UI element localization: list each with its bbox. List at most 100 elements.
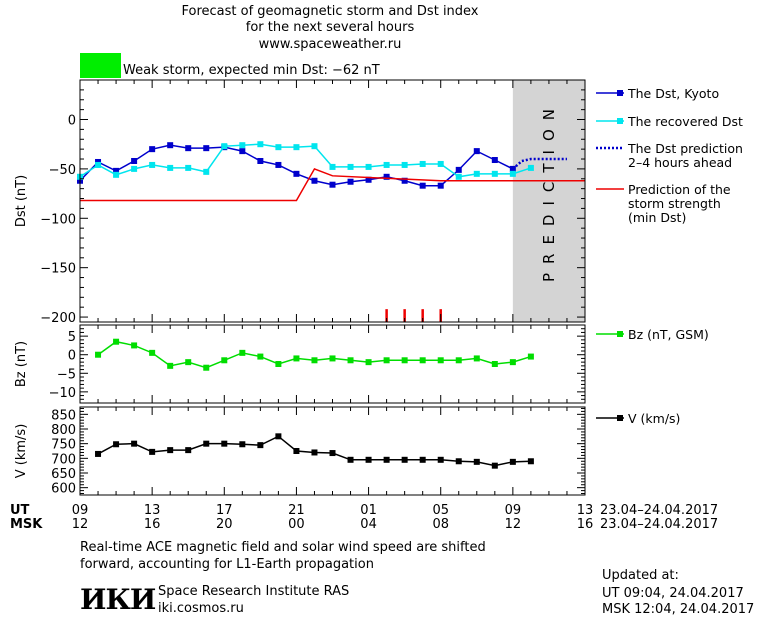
dst-y-tick-label: 0 — [68, 114, 76, 129]
data-point-the-recovered-dst — [527, 164, 534, 171]
data-point-the-recovered-dst — [149, 161, 156, 168]
data-point-the-dst-kyoto — [491, 157, 498, 164]
msk-tick-label: 08 — [432, 517, 449, 532]
data-point-the-dst-kyoto — [239, 148, 246, 155]
bz-axis-label: Bz (nT) — [14, 341, 29, 387]
legend-label-the-recovered-dst: The recovered Dst — [627, 114, 743, 129]
legend-label-v-km-s: V (km/s) — [628, 411, 680, 426]
bz-y-tick-label: 0 — [68, 349, 76, 364]
data-point-v-km-s — [257, 442, 264, 449]
v-axis-label: V (km/s) — [14, 424, 29, 479]
msk-tick-label: 12 — [72, 517, 89, 532]
data-point-v-km-s — [113, 441, 120, 448]
institute-name: Space Research Institute RAS — [158, 584, 350, 599]
dst-y-tick-label: −100 — [40, 212, 76, 227]
institute-url[interactable]: iki.cosmos.ru — [158, 601, 244, 616]
data-point-the-recovered-dst — [257, 141, 264, 148]
propagation-note-line2: forward, accounting for L1-Earth propaga… — [80, 557, 374, 572]
legend-label-the-dst-kyoto: The Dst, Kyoto — [627, 86, 719, 101]
series-line-prediction-of-the — [80, 167, 585, 202]
legend-label-prediction-of-the: Prediction of the — [628, 182, 731, 197]
data-point-bz-nt-gsm — [311, 357, 318, 364]
chart-title-line1: Forecast of geomagnetic storm and Dst in… — [181, 4, 479, 19]
data-point-v-km-s — [527, 458, 534, 465]
bz-y-tick-label: −10 — [49, 386, 76, 401]
data-point-the-recovered-dst — [509, 170, 516, 177]
storm-level-label: Weak storm, expected min Dst: −62 nT — [123, 63, 380, 78]
data-point-the-dst-kyoto — [203, 145, 210, 152]
ut-date-range: 23.04–24.04.2017 — [600, 503, 718, 518]
data-point-bz-nt-gsm — [437, 357, 444, 364]
data-point-the-dst-kyoto — [455, 166, 462, 173]
updated-label: Updated at: — [602, 568, 679, 583]
data-point-v-km-s — [293, 448, 300, 454]
data-point-the-dst-kyoto — [113, 167, 120, 174]
data-point-the-recovered-dst — [185, 164, 192, 171]
msk-tick-label: 00 — [288, 517, 305, 532]
data-point-the-recovered-dst — [311, 143, 318, 150]
msk-tick-label: 16 — [144, 517, 161, 532]
data-point-v-km-s — [455, 458, 462, 465]
v-y-tick-label: 850 — [51, 408, 76, 423]
data-point-the-recovered-dst — [113, 171, 120, 178]
data-point-v-km-s — [365, 456, 372, 463]
iki-logo: ИКИ — [80, 583, 156, 616]
data-point-the-dst-kyoto — [401, 177, 408, 184]
data-point-bz-nt-gsm — [455, 357, 462, 364]
msk-tick-label: 12 — [505, 517, 522, 532]
data-point-the-dst-kyoto — [185, 145, 192, 152]
bz-y-tick-label: 5 — [68, 330, 76, 345]
legend-label-prediction-of-the: (min Dst) — [628, 210, 686, 225]
data-point-v-km-s — [95, 450, 102, 457]
data-point-v-km-s — [185, 447, 192, 454]
ut-tick-label: 17 — [216, 503, 233, 518]
dst-y-tick-label: −150 — [40, 262, 76, 277]
data-point-the-dst-kyoto — [131, 157, 138, 164]
v-y-tick-label: 600 — [51, 482, 76, 497]
data-point-v-km-s — [347, 456, 354, 463]
data-point-bz-nt-gsm — [347, 357, 354, 364]
data-point-the-dst-kyoto — [473, 148, 480, 155]
prediction-region-label: PREDICTION — [540, 100, 558, 282]
legend-marker-bz-nt-gsm — [617, 331, 623, 337]
data-point-bz-nt-gsm — [95, 351, 102, 358]
updated-ut: UT 09:04, 24.04.2017 — [602, 586, 744, 601]
ut-tick-label: 13 — [144, 503, 161, 518]
data-point-bz-nt-gsm — [203, 364, 210, 371]
ut-tick-label: 13 — [577, 503, 594, 518]
data-point-the-recovered-dst — [275, 144, 282, 151]
dst-axis-label: Dst (nT) — [14, 175, 29, 227]
ut-tick-label: 05 — [432, 503, 449, 518]
data-point-the-dst-kyoto — [167, 142, 174, 149]
data-point-bz-nt-gsm — [113, 338, 120, 345]
msk-row-label: MSK — [10, 517, 43, 532]
data-point-the-dst-kyoto — [365, 176, 372, 183]
data-point-the-recovered-dst — [167, 164, 174, 171]
data-point-bz-nt-gsm — [131, 342, 138, 349]
data-point-the-dst-kyoto — [437, 182, 444, 189]
series-line-the-dst-prediction — [512, 157, 567, 170]
chart-title-line2: for the next several hours — [245, 20, 415, 35]
data-point-the-dst-kyoto — [419, 182, 426, 189]
data-point-the-dst-kyoto — [257, 157, 264, 164]
v-y-tick-label: 800 — [51, 423, 76, 438]
data-point-the-recovered-dst — [401, 161, 408, 168]
data-point-the-recovered-dst — [221, 143, 228, 150]
data-point-bz-nt-gsm — [491, 361, 498, 367]
ut-tick-label: 09 — [72, 503, 89, 518]
storm-level-swatch — [80, 53, 121, 78]
data-point-the-recovered-dst — [455, 173, 462, 180]
data-point-the-recovered-dst — [131, 165, 138, 172]
data-point-bz-nt-gsm — [329, 355, 336, 362]
data-point-bz-nt-gsm — [257, 353, 264, 360]
site-link[interactable]: www.spaceweather.ru — [258, 37, 402, 52]
ut-row-label: UT — [10, 503, 30, 518]
data-point-the-recovered-dst — [437, 160, 444, 167]
data-point-the-dst-kyoto — [347, 178, 354, 185]
updated-msk: MSK 12:04, 24.04.2017 — [602, 602, 755, 617]
data-point-v-km-s — [419, 456, 426, 463]
series-line-bz-nt-gsm — [97, 340, 532, 369]
legend-marker-the-dst-kyoto — [617, 90, 623, 96]
legend-label-the-dst-prediction: The Dst prediction — [627, 141, 743, 156]
data-point-v-km-s — [329, 450, 336, 457]
